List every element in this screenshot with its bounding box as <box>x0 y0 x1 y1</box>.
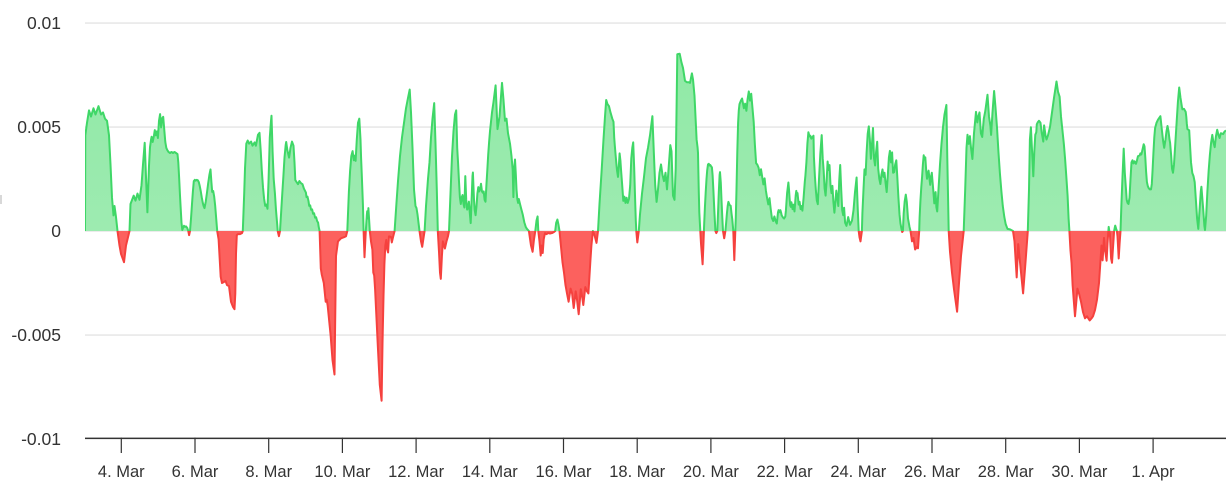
svg-text:-0.01: -0.01 <box>21 429 61 449</box>
svg-text:0: 0 <box>51 221 61 241</box>
svg-text:8. Mar: 8. Mar <box>245 463 292 481</box>
svg-text:18. Mar: 18. Mar <box>609 463 665 481</box>
svg-text:28. Mar: 28. Mar <box>978 463 1034 481</box>
svg-text:12. Mar: 12. Mar <box>388 463 444 481</box>
svg-text:20. Mar: 20. Mar <box>683 463 739 481</box>
svg-text:4. Mar: 4. Mar <box>98 463 145 481</box>
svg-text:26. Mar: 26. Mar <box>904 463 960 481</box>
svg-text:10. Mar: 10. Mar <box>314 463 370 481</box>
svg-text:22. Mar: 22. Mar <box>757 463 813 481</box>
svg-text:0.005: 0.005 <box>17 117 61 137</box>
svg-text:24. Mar: 24. Mar <box>830 463 886 481</box>
svg-text:0.01: 0.01 <box>27 13 61 33</box>
svg-text:14. Mar: 14. Mar <box>462 463 518 481</box>
svg-text:30. Mar: 30. Mar <box>1051 463 1107 481</box>
svg-text:-0.005: -0.005 <box>11 325 61 345</box>
svg-text:6. Mar: 6. Mar <box>172 463 219 481</box>
svg-text:1. Apr: 1. Apr <box>1132 463 1176 481</box>
svg-text:16. Mar: 16. Mar <box>536 463 592 481</box>
